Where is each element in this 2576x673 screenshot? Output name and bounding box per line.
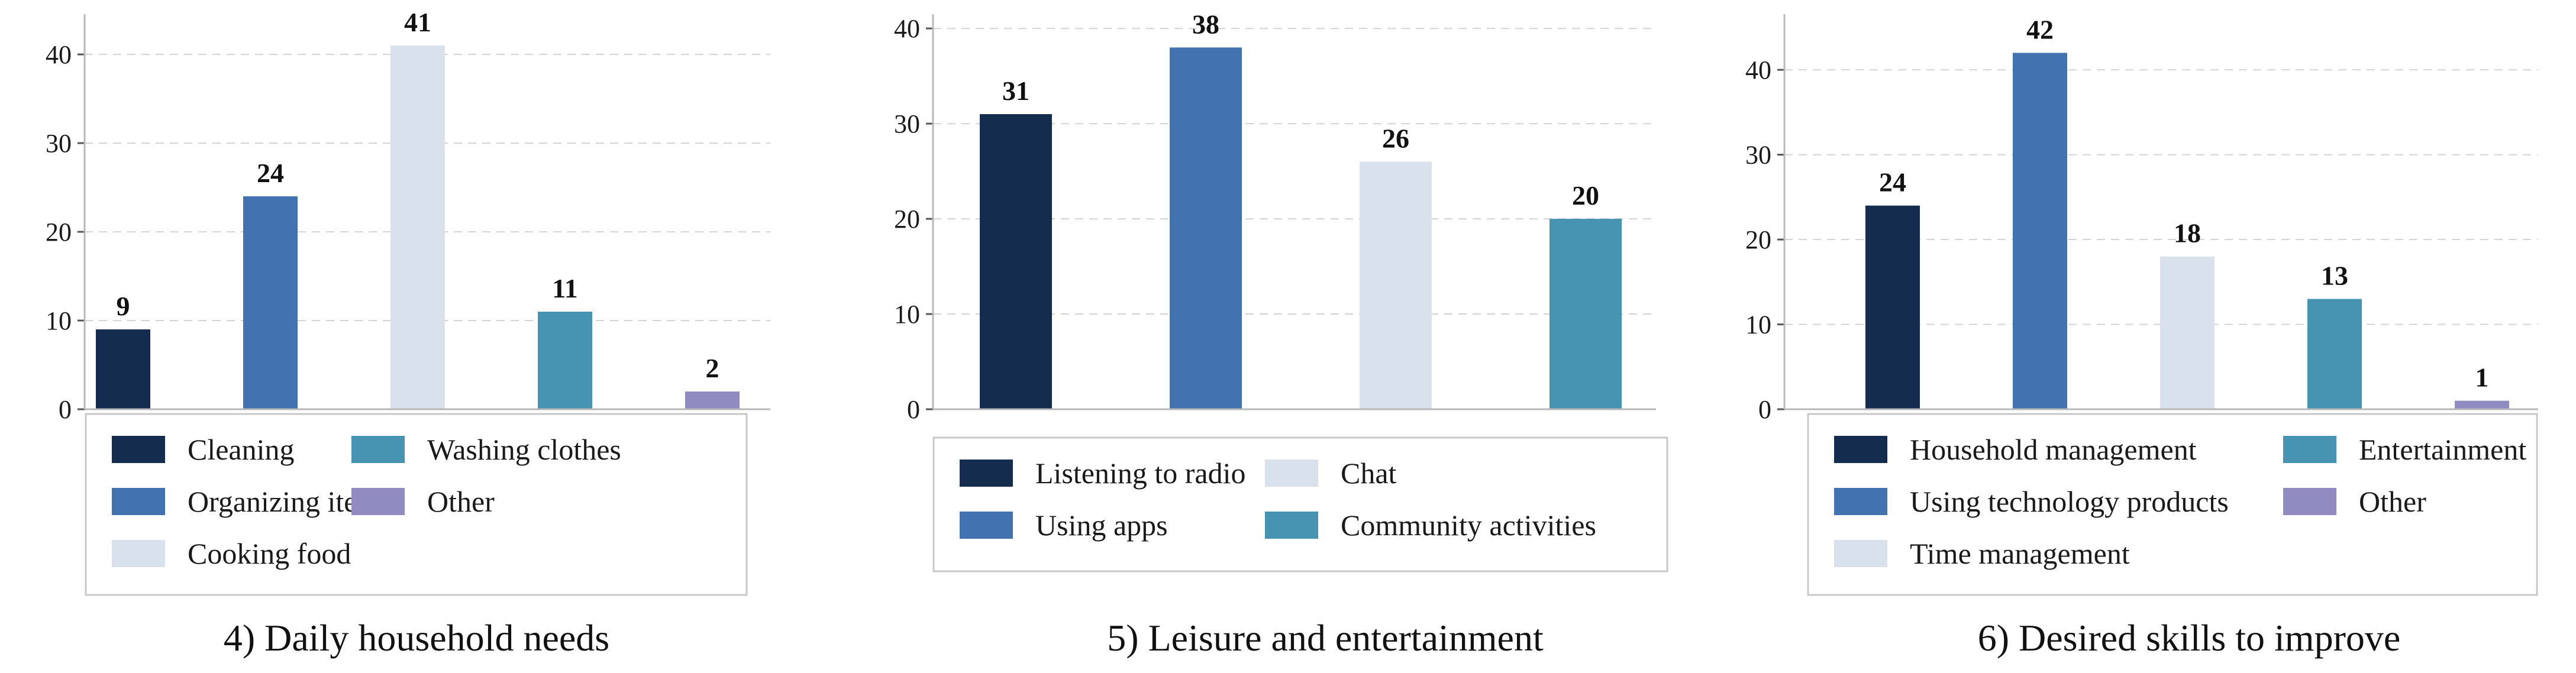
panel-caption: 4) Daily household needs xyxy=(224,617,609,659)
data-label: 1 xyxy=(2475,363,2489,393)
y-tick-label: 30 xyxy=(1745,141,1771,170)
bar xyxy=(1865,205,1920,409)
legend: Household management Using technology pro… xyxy=(1807,413,2538,596)
data-label: 26 xyxy=(1382,123,1409,153)
y-tick-label: 20 xyxy=(894,205,920,234)
legend-label: Listening to radio xyxy=(1035,457,1246,490)
legend-swatch xyxy=(351,436,405,463)
bar xyxy=(2160,256,2215,409)
data-label: 41 xyxy=(404,7,431,37)
y-tick-label: 0 xyxy=(59,395,72,424)
bar xyxy=(96,329,150,409)
legend-label: Entertainment xyxy=(2359,433,2526,466)
data-label: 42 xyxy=(2026,14,2054,44)
legend-swatch xyxy=(2283,488,2336,515)
legend: Listening to radio Using apps Chat Communit… xyxy=(932,436,1668,572)
y-tick-label: 40 xyxy=(894,14,920,43)
y-tick-label: 30 xyxy=(894,109,920,138)
bar xyxy=(1360,161,1432,409)
legend-frame xyxy=(85,413,748,596)
legend-label: Cleaning xyxy=(188,433,295,466)
legend-swatch xyxy=(2283,436,2336,463)
y-tick-label: 10 xyxy=(1745,310,1771,339)
bar xyxy=(1550,219,1622,409)
legend-swatch xyxy=(351,488,405,515)
bar xyxy=(2013,53,2067,410)
y-tick-label: 0 xyxy=(1758,395,1771,424)
bar xyxy=(685,391,740,409)
y-tick-label: 30 xyxy=(46,129,72,158)
data-label: 24 xyxy=(1879,167,1906,198)
data-label: 11 xyxy=(552,273,577,303)
legend-swatch xyxy=(112,540,165,567)
legend-swatch xyxy=(1834,540,1887,567)
legend-label: Cooking food xyxy=(188,537,351,570)
legend-label: Washing clothes xyxy=(427,433,621,466)
data-label: 2 xyxy=(706,353,719,383)
legend-label: Chat xyxy=(1341,457,1397,490)
legend-label: Using apps xyxy=(1035,509,1168,542)
legend-swatch xyxy=(1265,460,1318,487)
legend-swatch xyxy=(960,460,1013,487)
legend-swatch xyxy=(1834,436,1887,463)
legend-swatch xyxy=(1834,488,1887,515)
legend-swatch xyxy=(960,512,1013,539)
y-tick-label: 10 xyxy=(894,300,920,329)
data-label: 9 xyxy=(117,291,130,321)
legend-label: Other xyxy=(2359,485,2426,518)
data-label: 18 xyxy=(2174,218,2201,248)
legend-swatch xyxy=(1265,512,1318,539)
legend-label: Community activities xyxy=(1341,509,1596,542)
y-tick-label: 10 xyxy=(46,306,72,335)
bar xyxy=(2455,400,2509,409)
data-label: 31 xyxy=(1002,76,1029,106)
y-tick-label: 40 xyxy=(1745,56,1771,85)
y-tick-label: 40 xyxy=(46,40,72,69)
y-tick-label: 0 xyxy=(907,395,920,424)
bar xyxy=(243,196,298,409)
panel-caption: 6) Desired skills to improve xyxy=(1978,617,2401,659)
legend-label: Household management xyxy=(1910,433,2197,466)
chart-panel-2: 0 10 20 30 40 31 38 26 20 Listening to radio Using… xyxy=(894,9,1668,659)
data-label: 24 xyxy=(257,158,284,188)
panel-caption: 5) Leisure and entertainment xyxy=(1107,617,1544,659)
legend-frame xyxy=(1807,413,2538,596)
y-tick-label: 20 xyxy=(46,218,72,247)
legend-label: Other xyxy=(427,485,495,518)
y-tick-label: 20 xyxy=(1745,225,1771,254)
legend-label: Time management xyxy=(1910,537,2130,570)
bar xyxy=(538,312,592,409)
data-label: 13 xyxy=(2321,260,2348,290)
bar xyxy=(2307,299,2362,409)
bar xyxy=(1170,47,1242,410)
legend-swatch xyxy=(112,488,165,515)
bar xyxy=(390,46,445,409)
chart-panel-3: 0 10 20 30 40 24 42 18 13 1 Household management Us… xyxy=(1745,14,2538,659)
data-label: 38 xyxy=(1192,9,1219,39)
legend-label: Using technology products xyxy=(1910,485,2229,518)
data-label: 20 xyxy=(1572,180,1599,211)
bar xyxy=(980,114,1052,409)
legend-swatch xyxy=(112,436,165,463)
